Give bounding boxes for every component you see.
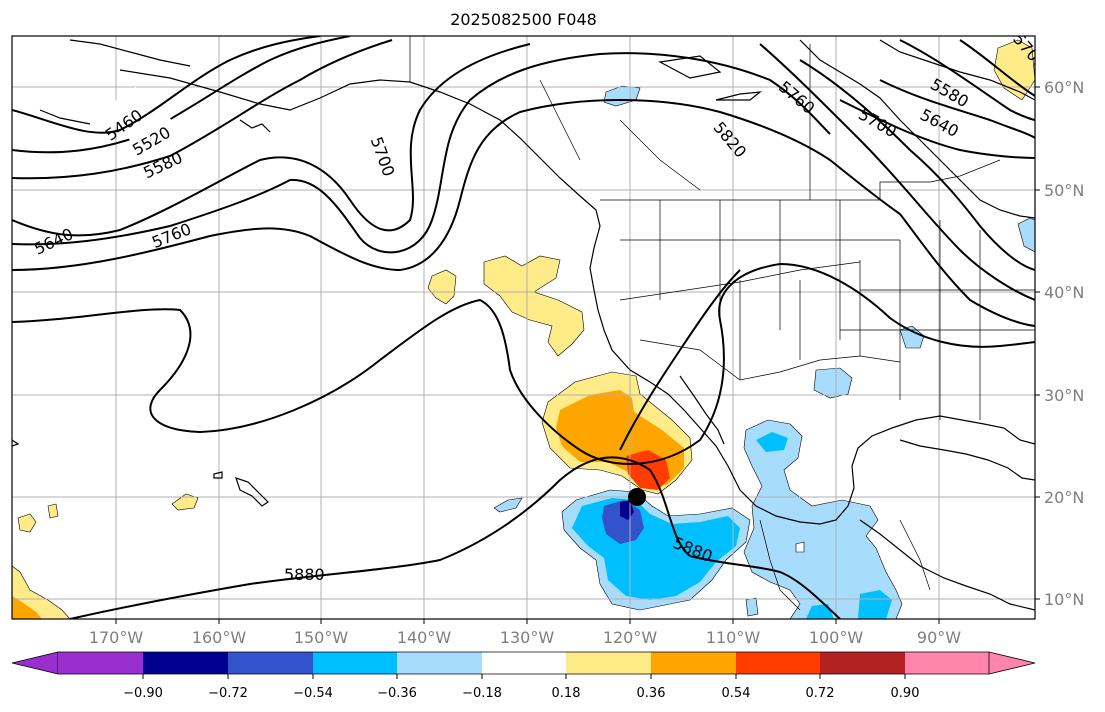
colorbar-swatch-pink bbox=[905, 652, 989, 674]
lat-label-20n: 20°N bbox=[1044, 488, 1084, 507]
negative-fill-gulf bbox=[743, 419, 903, 619]
lat-label-60n: 60°N bbox=[1044, 78, 1084, 97]
lat-label-50n: 50°N bbox=[1044, 181, 1084, 200]
negative-fill-east bbox=[899, 325, 925, 349]
contour-5580e bbox=[879, 79, 1035, 139]
lon-label-110w: 110°W bbox=[706, 628, 761, 647]
colorbar-tick-7: 0.36 bbox=[637, 686, 666, 701]
height-contours bbox=[12, 36, 1035, 619]
contour-label-5880: 5880 bbox=[284, 565, 325, 584]
map-frame bbox=[11, 35, 1036, 620]
lat-label-40n: 40°N bbox=[1044, 283, 1084, 302]
lon-label-120w: 120°W bbox=[603, 628, 658, 647]
anomaly-fills bbox=[12, 39, 1035, 619]
colorbar: −0.90 −0.72 −0.54 −0.36 −0.18 0.18 0.36 … bbox=[11, 651, 1036, 701]
negative-fill-tiny1 bbox=[493, 497, 523, 513]
contour-5520 bbox=[12, 36, 351, 154]
contour-5640 bbox=[12, 43, 531, 237]
colorbar-tick-3: −0.54 bbox=[293, 686, 333, 701]
positive-fill-hawaii bbox=[171, 493, 199, 511]
negative-fill-gulf-cyan2 bbox=[858, 590, 892, 619]
latitude-ticks bbox=[1035, 86, 1040, 600]
positive-fill-sw3-orange bbox=[12, 596, 42, 619]
colorbar-tick-8: 0.54 bbox=[722, 686, 751, 701]
map-title: 2025082500 F048 bbox=[450, 10, 597, 29]
political-borders bbox=[409, 36, 1035, 611]
colorbar-swatch-red bbox=[736, 652, 820, 674]
colorbar-tick-2: −0.72 bbox=[208, 686, 248, 701]
colorbar-tick-6: 0.18 bbox=[552, 686, 581, 701]
colorbar-swatch-darkred bbox=[820, 652, 905, 674]
positive-fill-ne bbox=[993, 39, 1035, 101]
negative-fill-lakes bbox=[1017, 217, 1035, 253]
contour-5460 bbox=[12, 36, 321, 134]
lon-label-130w: 130°W bbox=[500, 628, 555, 647]
lon-label-150w: 150°W bbox=[294, 628, 349, 647]
negative-fill-gulf-cyan bbox=[756, 432, 788, 452]
colorbar-tick-5: −0.18 bbox=[462, 686, 502, 701]
coastlines bbox=[12, 39, 1035, 611]
colorbar-tick-9: 0.72 bbox=[806, 686, 835, 701]
contour-5760e bbox=[759, 43, 1035, 301]
longitude-ticks bbox=[115, 619, 940, 624]
lon-label-170w: 170°W bbox=[89, 628, 144, 647]
contour-5820e bbox=[899, 213, 1035, 327]
negative-fill-texas bbox=[813, 367, 853, 399]
positive-fill-sw2 bbox=[47, 503, 59, 519]
colorbar-tick-1: −0.90 bbox=[123, 686, 163, 701]
lon-label-100w: 100°W bbox=[809, 628, 864, 647]
contour-5700e bbox=[799, 59, 1035, 271]
contour-5580 bbox=[12, 39, 393, 180]
contour-5880 bbox=[69, 456, 841, 619]
colorbar-swatch-cyan bbox=[313, 652, 397, 674]
colorbar-swatch-lightblue bbox=[397, 652, 482, 674]
contour-5640e bbox=[839, 99, 1035, 159]
colorbar-swatch-yellow bbox=[566, 652, 651, 674]
lon-label-160w: 160°W bbox=[192, 628, 247, 647]
colorbar-swatch-orange bbox=[651, 652, 736, 674]
lat-label-10n: 10°N bbox=[1044, 590, 1084, 609]
contour-label-5820-b: 5820 bbox=[0, 0, 41, 4]
contour-5700 bbox=[12, 52, 831, 254]
positive-fill-pacnw bbox=[483, 255, 585, 357]
negative-fill-sw-small bbox=[745, 597, 759, 617]
positive-fill-sw1 bbox=[17, 513, 37, 533]
colorbar-tick-10: 0.90 bbox=[891, 686, 920, 701]
colorbar-swatch-white bbox=[482, 652, 566, 674]
colorbar-extend-low bbox=[11, 651, 59, 675]
colorbar-extend-high bbox=[988, 651, 1036, 675]
contour-5760 bbox=[12, 99, 901, 272]
lon-label-140w: 140°W bbox=[397, 628, 452, 647]
contour-ne1 bbox=[959, 39, 1035, 97]
contour-5820 bbox=[12, 262, 1035, 465]
lon-label-90w: 90°W bbox=[917, 628, 961, 647]
positive-fill-small1 bbox=[427, 269, 457, 305]
colorbar-swatch-purple bbox=[58, 652, 143, 674]
contour-5880b bbox=[619, 269, 741, 451]
colorbar-swatch-blue bbox=[228, 652, 313, 674]
contour-ne2 bbox=[899, 39, 1035, 121]
lat-label-30n: 30°N bbox=[1044, 386, 1084, 405]
colorbar-tick-4: −0.36 bbox=[377, 686, 417, 701]
center-marker-dot bbox=[628, 488, 646, 506]
colorbar-swatch-navy bbox=[143, 652, 228, 674]
negative-fill-gulf-white bbox=[795, 541, 805, 553]
